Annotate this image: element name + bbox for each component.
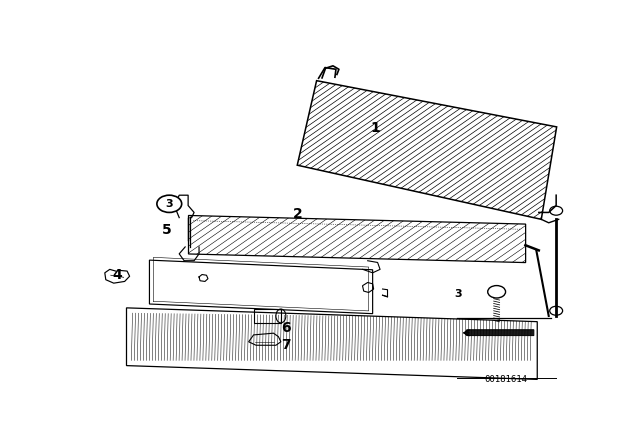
Text: 7: 7 [281, 338, 291, 352]
Text: 3: 3 [166, 199, 173, 209]
Text: 5: 5 [162, 223, 172, 237]
Text: 00181614: 00181614 [484, 375, 527, 384]
Text: 6: 6 [281, 321, 291, 335]
Text: 3: 3 [454, 289, 462, 298]
Polygon shape [465, 330, 534, 336]
Circle shape [157, 195, 182, 212]
Text: 1: 1 [371, 121, 380, 135]
Text: 4: 4 [113, 267, 122, 281]
Text: 2: 2 [293, 207, 303, 221]
